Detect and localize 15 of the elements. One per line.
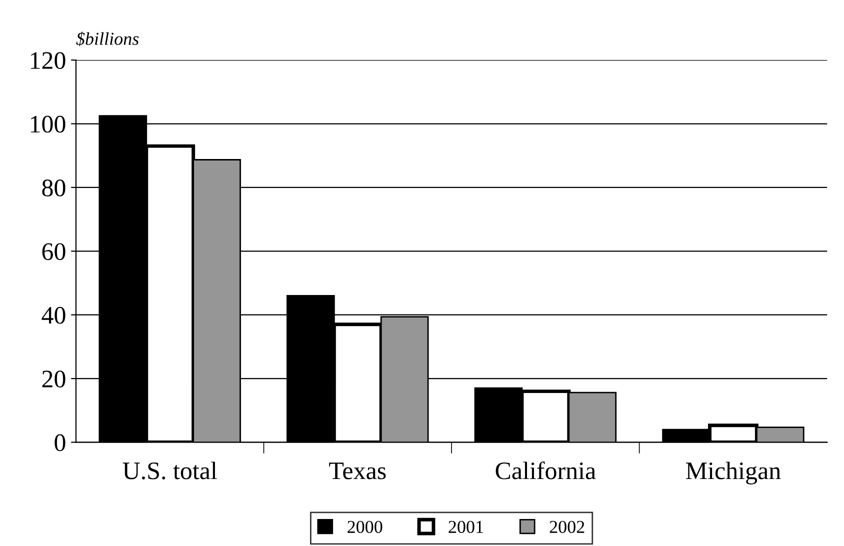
legend-label: 2002 bbox=[550, 520, 584, 534]
y-tick-label: 0 bbox=[54, 434, 66, 452]
y-tick-label: 120 bbox=[30, 52, 66, 69]
y-axis-title: $billions bbox=[76, 32, 139, 46]
y-tick-label: 80 bbox=[42, 180, 66, 196]
x-tick-label: Texas bbox=[329, 462, 386, 480]
x-tick-label: California bbox=[496, 461, 596, 480]
legend-label: 2001 bbox=[448, 520, 483, 534]
y-tick-label: 60 bbox=[42, 243, 66, 260]
y-tick-label: 20 bbox=[42, 370, 66, 388]
x-tick-label: Michigan bbox=[686, 462, 781, 484]
y-tick-label: 40 bbox=[42, 306, 66, 324]
x-tick-label: U.S. total bbox=[122, 462, 217, 480]
y-tick-label: 100 bbox=[30, 116, 66, 133]
legend-label: 2000 bbox=[348, 520, 382, 534]
